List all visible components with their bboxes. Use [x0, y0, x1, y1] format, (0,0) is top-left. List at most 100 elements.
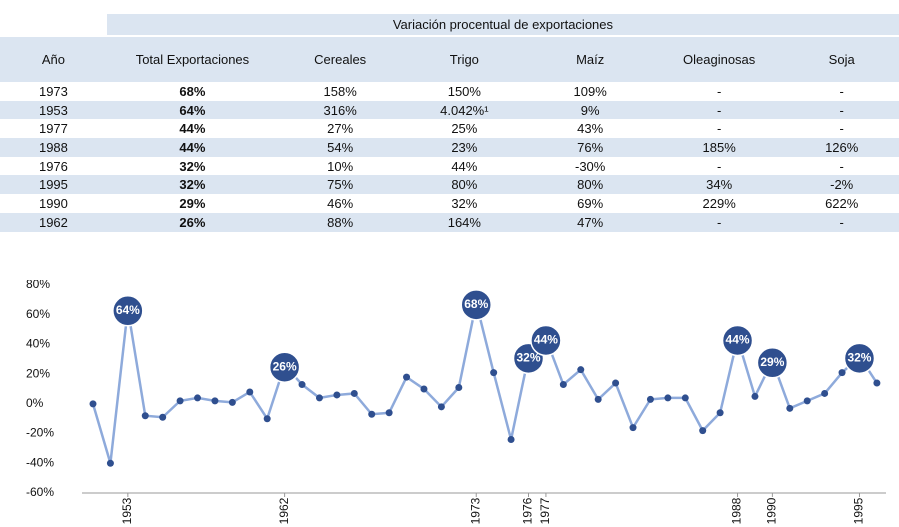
- value-label: 29%: [760, 355, 784, 369]
- y-tick-label: 80%: [26, 280, 50, 291]
- table-cell: 46%: [327, 195, 354, 211]
- y-tick-label: 60%: [26, 307, 50, 321]
- table-cell: 185%: [702, 139, 736, 155]
- y-tick-label: 40%: [26, 337, 50, 351]
- point: [786, 404, 794, 412]
- value-label: 44%: [726, 333, 750, 347]
- table-cell: 1953: [38, 102, 68, 118]
- table-cell: 126%: [825, 139, 859, 155]
- point: [420, 385, 428, 393]
- table-cell: 68%: [179, 83, 206, 99]
- chart: -60% -40% -20% 0% 20% 40% 60% 80% 1953 1962 1973 19…: [26, 280, 886, 524]
- table-cell: 88%: [327, 214, 354, 230]
- point: [612, 379, 620, 387]
- table-cell: -: [839, 158, 844, 174]
- point: [629, 424, 637, 432]
- point: [559, 381, 567, 389]
- x-tick-label: 1962: [277, 497, 291, 524]
- table-cell: 9%: [580, 102, 600, 118]
- table-cell: 1995: [38, 177, 68, 193]
- value-label: 64%: [116, 303, 140, 317]
- point: [176, 397, 184, 405]
- table-cell: 150%: [447, 83, 481, 99]
- label-bubble: [843, 342, 876, 375]
- point: [681, 394, 689, 402]
- y-tick-label: -20%: [26, 426, 54, 440]
- table-row: 1976 32% 10% 44% -30% - -: [0, 157, 899, 176]
- table-row: 1962 26% 88% 164% 47% - -: [0, 212, 899, 232]
- table-cell: 622%: [825, 195, 859, 211]
- table-row: 1977 44% 27% 25% 43% - -: [0, 119, 899, 138]
- table-cell: 32%: [179, 158, 206, 174]
- table-cell: 75%: [327, 177, 354, 193]
- point: [385, 409, 393, 417]
- column-header: Total Exportaciones: [106, 35, 279, 82]
- table-cell: -: [716, 83, 722, 99]
- table-row: 1995 32% 75% 80% 80% 34% -2%: [0, 175, 899, 195]
- table-cell: 158%: [323, 83, 357, 99]
- label-bubble: [721, 324, 754, 357]
- point: [315, 394, 323, 402]
- table-cell: 44%: [179, 121, 206, 137]
- point: [194, 394, 202, 402]
- table-cell: -: [839, 83, 844, 99]
- table-cell: 1988: [38, 139, 68, 155]
- point: [507, 436, 515, 444]
- point: [803, 397, 811, 405]
- table-cell: 229%: [702, 195, 736, 211]
- table-cell: 54%: [327, 139, 354, 155]
- x-tick-label: 1990: [765, 497, 779, 524]
- point: [263, 415, 271, 423]
- data-table: Variación procentual de exportaciones Año…: [0, 14, 899, 232]
- table-cell: 109%: [573, 83, 607, 99]
- table-cell: -30%: [574, 158, 606, 174]
- table-cell: 27%: [327, 121, 354, 137]
- label-bubble: [268, 351, 301, 383]
- point: [106, 459, 114, 467]
- point: [716, 409, 724, 417]
- value-label: 32%: [516, 350, 540, 364]
- column-header: Cereales: [278, 35, 403, 82]
- table-cell: 64%: [179, 102, 206, 118]
- column-header: Trigo: [402, 35, 527, 82]
- value-label: 44%: [534, 333, 558, 347]
- point: [141, 412, 149, 420]
- group-header-row: Variación procentual de exportaciones: [0, 14, 899, 36]
- table-cell: 10%: [327, 158, 354, 174]
- table-cell: 47%: [577, 214, 604, 230]
- line: [91, 302, 878, 464]
- point: [838, 369, 846, 377]
- point: [455, 384, 463, 392]
- table-row: 1990 29% 46% 32% 69% 229% 622%: [0, 194, 899, 213]
- point: [246, 388, 254, 396]
- table-cell: -: [716, 158, 722, 174]
- x-tick-label: 1953: [120, 497, 134, 524]
- point: [437, 403, 445, 411]
- table-row: 1953 64% 316% 4.042%¹ 9% - -: [0, 100, 899, 120]
- table-cell: -: [716, 121, 722, 137]
- group-header: Variación procentual de exportaciones: [106, 14, 899, 36]
- point: [699, 427, 707, 435]
- point: [89, 400, 97, 408]
- point: [298, 381, 306, 389]
- label-bubble: [756, 347, 789, 379]
- table-cell: -: [716, 214, 722, 230]
- x-tick-label: 1995: [852, 497, 866, 524]
- table-cell: 26%: [179, 214, 206, 230]
- point: [751, 392, 759, 400]
- table-row: 1988 44% 54% 23% 76% 185% 126%: [0, 138, 899, 157]
- table-cell: 1990: [38, 195, 68, 211]
- table-cell: -2%: [830, 177, 854, 193]
- table-cell: 44%: [179, 139, 206, 155]
- value-label: 26%: [273, 359, 297, 373]
- table-cell: 44%: [451, 158, 478, 174]
- y-tick-label: 20%: [26, 366, 50, 380]
- x-tick-label: 1977: [538, 497, 552, 524]
- table-cell: 32%: [179, 177, 206, 193]
- label-bubble: [112, 295, 144, 327]
- point: [490, 369, 498, 377]
- table-cell: 29%: [179, 195, 206, 211]
- point: [211, 397, 219, 405]
- table-cell: 4.042%¹: [440, 102, 489, 118]
